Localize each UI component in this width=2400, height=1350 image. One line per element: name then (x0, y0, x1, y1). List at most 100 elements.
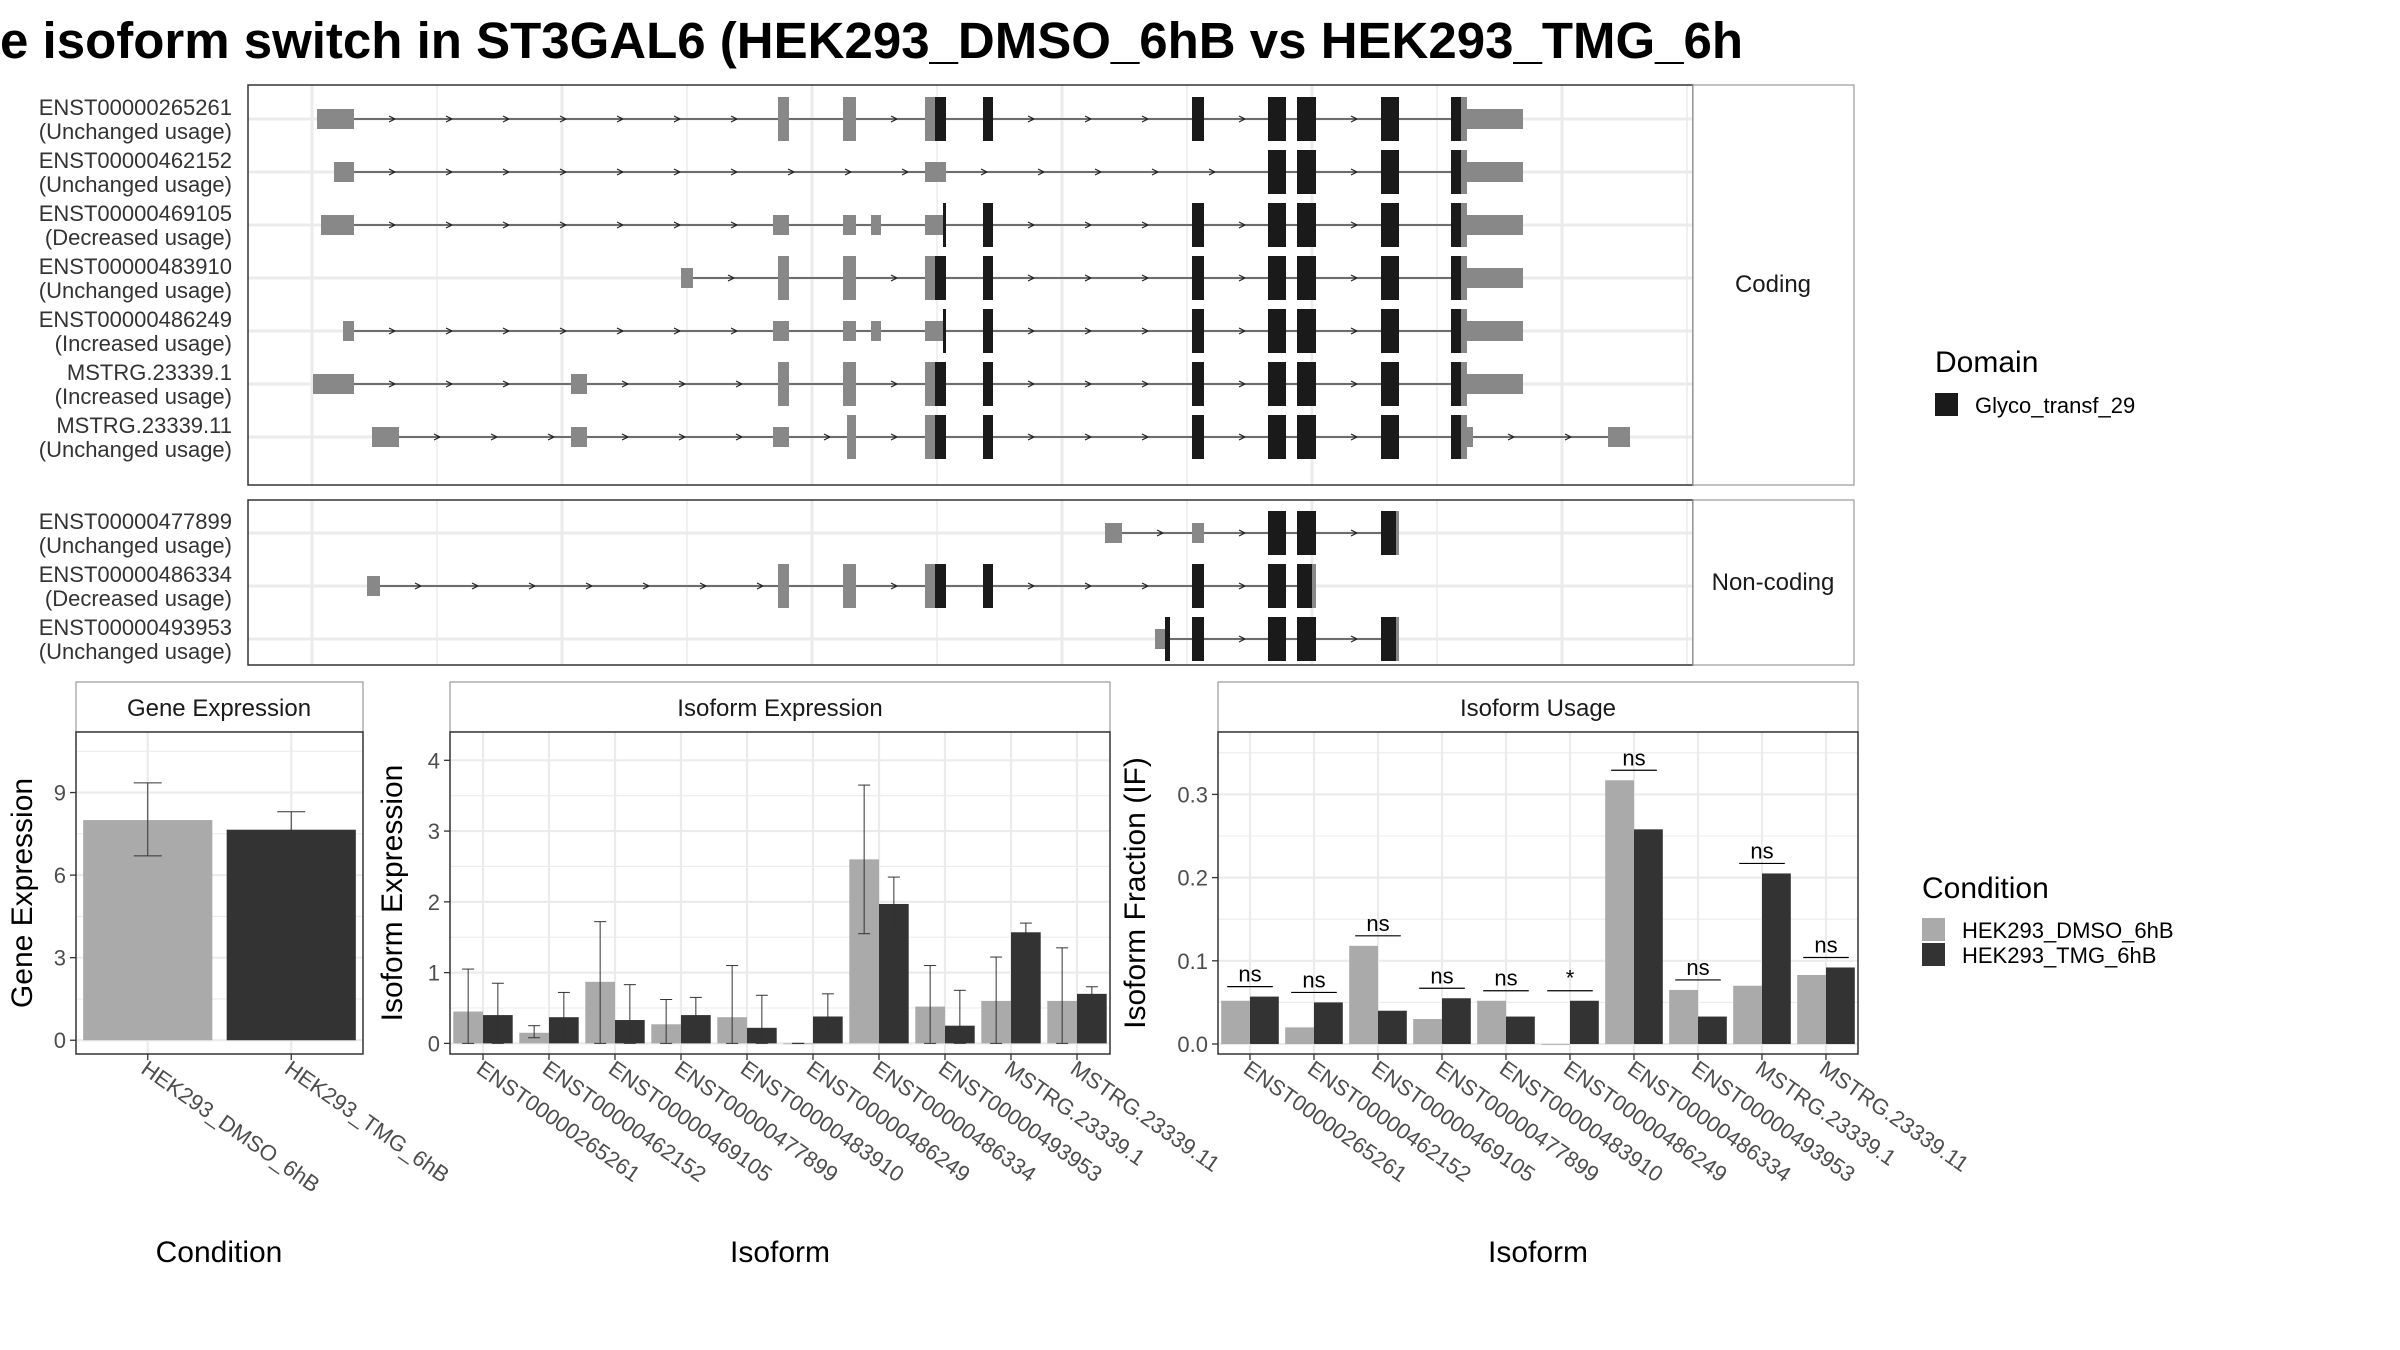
direction-arrow (445, 168, 454, 176)
y-tick-label: 3 (54, 946, 66, 971)
domain-exon (1297, 617, 1316, 661)
domain-exon (1192, 564, 1204, 608)
utr-exon (321, 215, 354, 235)
bar-dmso (1541, 1044, 1570, 1045)
utr-exon (843, 256, 856, 300)
transcript-usage-label: (Unchanged usage) (39, 119, 232, 144)
direction-arrow (1084, 221, 1093, 229)
direction-arrow (445, 380, 454, 388)
direction-arrow (1238, 380, 1247, 388)
direction-arrow (735, 433, 744, 441)
direction-arrow (1350, 327, 1359, 335)
isoform-expression-strip (449, 681, 1111, 733)
direction-arrow (1084, 274, 1093, 282)
direction-arrow (445, 327, 454, 335)
domain-exon (983, 256, 993, 300)
direction-arrow (1238, 274, 1247, 282)
condition-legend-label-tmg: HEK293_TMG_6hB (1962, 943, 2156, 968)
domain-exon (935, 256, 946, 300)
direction-arrow (1027, 115, 1036, 123)
bar-tmg (1250, 996, 1279, 1045)
domain-exon (1451, 256, 1461, 300)
direction-arrow (1141, 115, 1150, 123)
bar-tmg (1442, 998, 1471, 1045)
utr-exon (1461, 256, 1467, 300)
isoform-usage-strip (1217, 681, 1859, 733)
direction-arrow (730, 115, 739, 123)
isoform-expression-bars (453, 784, 1107, 1045)
transcript-id-label: ENST00000483910 (39, 254, 232, 279)
utr-exon (1467, 427, 1473, 447)
utr-exon (773, 215, 789, 235)
direction-arrow (1238, 582, 1247, 590)
direction-arrow (1238, 529, 1247, 537)
figure-title: e isoform switch in ST3GAL6 (HEK293_DMSO… (0, 12, 1743, 69)
transcript-usage-label: (Unchanged usage) (39, 437, 232, 462)
direction-arrow (756, 582, 765, 590)
domain-legend-title: Domain (1935, 346, 2038, 379)
direction-arrow (1350, 433, 1359, 441)
noncoding-strip (1692, 499, 1855, 666)
condition-legend-title: Condition (1922, 872, 2049, 905)
isoform-expression-strip-label: Isoform Expression (677, 695, 882, 722)
utr-exon (313, 374, 354, 394)
y-tick-label: 3 (428, 819, 440, 844)
direction-arrow (1238, 635, 1247, 643)
y-tick-label: 9 (54, 781, 66, 806)
utr-exon (367, 576, 380, 596)
domain-exon (983, 564, 993, 608)
direction-arrow (1141, 327, 1150, 335)
domain-exon (1192, 617, 1204, 661)
bar-dmso (1221, 1000, 1250, 1045)
direction-arrow (1208, 168, 1217, 176)
direction-arrow (642, 582, 651, 590)
domain-exon (1451, 150, 1461, 194)
direction-arrow (559, 221, 568, 229)
bar-tmg (1826, 967, 1855, 1045)
isoform-expression-panel: Isoform Expression 01234ENST00000265261E… (376, 681, 1224, 1269)
direction-arrow (621, 380, 630, 388)
bar-dmso (1349, 945, 1378, 1045)
bar-dmso (1797, 974, 1826, 1045)
domain-exon (1268, 511, 1286, 555)
domain-exon (943, 309, 946, 353)
utr-exon (925, 256, 935, 300)
direction-arrow (1350, 221, 1359, 229)
utr-exon (925, 215, 943, 235)
coding-strip (1692, 84, 1855, 486)
direction-arrow (1151, 168, 1160, 176)
utr-exon (343, 321, 354, 341)
domain-exon (1297, 203, 1316, 247)
domain-exon (983, 203, 993, 247)
utr-exon (1467, 109, 1523, 129)
utr-exon (1461, 150, 1467, 194)
domain-exon (1268, 415, 1286, 459)
direction-arrow (890, 274, 899, 282)
direction-arrow (1027, 433, 1036, 441)
direction-arrow (980, 168, 989, 176)
direction-arrow (1027, 327, 1036, 335)
direction-arrow (388, 380, 397, 388)
utr-exon (871, 321, 881, 341)
utr-exon (843, 321, 856, 341)
utr-exon (778, 256, 789, 300)
transcript-id-label: ENST00000493953 (39, 615, 232, 640)
direction-arrow (616, 168, 625, 176)
direction-arrow (502, 168, 511, 176)
direction-arrow (616, 327, 625, 335)
y-tick-label: 4 (428, 748, 440, 773)
direction-arrow (445, 115, 454, 123)
utr-exon (334, 162, 354, 182)
domain-exon (1192, 97, 1204, 141)
direction-arrow (1084, 327, 1093, 335)
significance-label: * (1566, 966, 1575, 991)
transcript-id-label: MSTRG.23339.1 (67, 360, 232, 385)
utr-exon (925, 162, 946, 182)
direction-arrow (528, 582, 537, 590)
condition-legend-label-dmso: HEK293_DMSO_6hB (1962, 918, 2174, 943)
coding-transcript-labels: ENST00000265261(Unchanged usage)ENST0000… (39, 95, 232, 462)
utr-exon (571, 427, 587, 447)
utr-exon (317, 109, 354, 129)
transcript-id-label: ENST00000486334 (39, 562, 232, 587)
direction-arrow (388, 221, 397, 229)
